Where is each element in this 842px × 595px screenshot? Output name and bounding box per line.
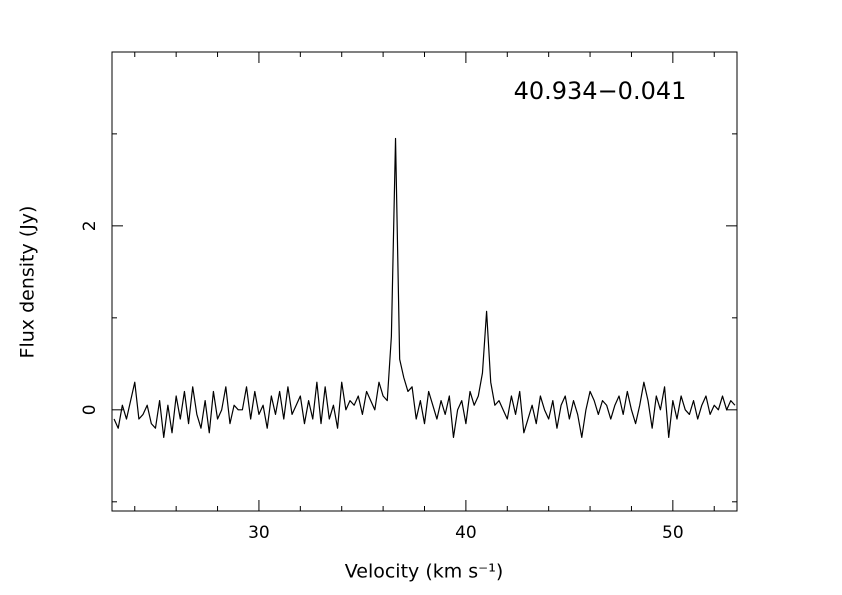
x-tick-label: 30: [248, 523, 270, 543]
y-tick-label: 0: [80, 404, 100, 415]
annotation: 40.934−0.041: [514, 77, 687, 105]
y-axis-label: Flux density (Jy): [17, 206, 39, 359]
y-tick-label: 2: [80, 220, 100, 231]
spectrum-line: [113, 137, 736, 439]
plot-frame: [111, 51, 738, 512]
x-axis-label: Velocity (km s⁻¹): [345, 561, 504, 583]
x-tick-label: 50: [662, 523, 684, 543]
x-tick-label: 40: [455, 523, 477, 543]
